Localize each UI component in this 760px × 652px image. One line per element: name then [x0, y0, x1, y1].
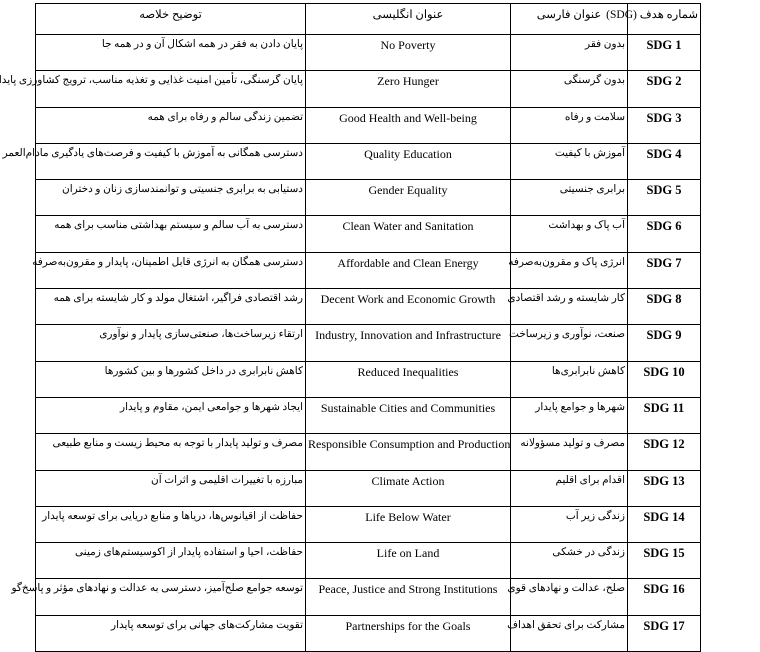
summary: حفاظت از اقیانوس‌ها، دریاها و منابع دریا… — [35, 505, 306, 544]
table-row: SDG 16 صلح، عدالت و نهادهای قوی Peace, Jus… — [11, 578, 701, 616]
summary: دسترسی همگان به انرژی قابل اطمینان، پاید… — [32, 251, 306, 290]
english-title: Reduced Inequalities — [305, 360, 511, 398]
english-title: Partnerships for the Goals — [305, 614, 511, 652]
summary: کاهش نابرابری در داخل کشورها و بین کشوره… — [35, 360, 306, 398]
persian-title: بدون فقر — [510, 33, 628, 72]
table-row: SDG 7 انرژی پاک و مقرون‌به‌صرفه Affordable… — [32, 251, 701, 290]
persian-title: انرژی پاک و مقرون‌به‌صرفه — [508, 251, 628, 290]
table-row: SDG 8 کار شایسته و رشد اقتصادی Decent Work… — [35, 288, 701, 326]
table-body: SDG 1 بدون فقر No Poverty پایان دادن به فقر… — [0, 33, 701, 652]
summary: توسعه جوامع صلح‌آمیز، دسترسی به عدالت و … — [11, 578, 306, 616]
sdg-number: SDG 13 — [627, 469, 701, 507]
summary: مصرف و تولید پایدار با توجه به محیط زیست… — [35, 433, 306, 471]
sdg-number: SDG 2 — [627, 70, 701, 108]
sdg-number: SDG 9 — [627, 324, 701, 362]
persian-title: بدون گرسنگی — [510, 70, 628, 108]
sdg-number: SDG 17 — [627, 614, 701, 652]
sdg-number: SDG 7 — [627, 251, 701, 290]
english-title: Zero Hunger — [305, 70, 511, 108]
persian-title: صنعت، نوآوری و زیرساخت — [509, 324, 628, 362]
table-row: SDG 13 اقدام برای اقلیم Climate Action مبار… — [35, 469, 701, 507]
persian-title: مصرف و تولید مسؤولانه — [510, 433, 628, 471]
table-row: SDG 10 کاهش نابرابری‌ها Reduced Inequaliti… — [35, 360, 701, 398]
sdg-number: SDG 11 — [627, 396, 701, 435]
persian-title: صلح، عدالت و نهادهای قوی — [507, 578, 628, 616]
sdg-number: SDG 16 — [627, 578, 701, 616]
table-row: SDG 6 آب پاک و بهداشت Clean Water and Sani… — [35, 215, 701, 253]
summary: دستیابی به برابری جنسیتی و توانمندسازی ز… — [35, 179, 306, 217]
english-title: Life on Land — [305, 542, 511, 580]
table-row: SDG 1 بدون فقر No Poverty پایان دادن به فقر… — [35, 33, 701, 72]
sdg-number: SDG 6 — [627, 215, 701, 253]
header-cell: عنوان فارسی — [510, 3, 628, 35]
summary: ایجاد شهرها و جوامعی ایمن، مقاوم و پایدا… — [35, 396, 306, 435]
sdg-number: SDG 1 — [627, 33, 701, 72]
english-title: Climate Action — [305, 469, 511, 507]
summary: مبارزه با تغییرات اقلیمی و اثرات آن — [35, 469, 306, 507]
sdg-number: SDG 15 — [627, 542, 701, 580]
sdg-table: شماره هدف (SDG) عنوان فارسی عنوان انگلیسی ت… — [0, 3, 701, 652]
english-title: Good Health and Well-being — [305, 106, 511, 144]
sdg-number: SDG 8 — [627, 288, 701, 326]
summary: پایان گرسنگی، تأمین امنیت غذایی و تغذیه … — [0, 70, 306, 108]
english-title: No Poverty — [305, 33, 511, 72]
table-row: SDG 17 مشارکت برای تحقق اهداف Partnerships… — [35, 614, 701, 652]
persian-title: سلامت و رفاه — [510, 106, 628, 144]
english-title: Quality Education — [305, 142, 511, 181]
persian-title: زندگی در خشکی — [510, 542, 628, 580]
table-row: SDG 11 شهرها و جوامع پایدار Sustainable Ci… — [35, 396, 701, 435]
table-row: SDG 12 مصرف و تولید مسؤولانه Responsible C… — [35, 433, 701, 471]
persian-title: مشارکت برای تحقق اهداف — [507, 614, 628, 652]
sdg-number: SDG 5 — [627, 179, 701, 217]
table-row: SDG 14 زندگی زیر آب Life Below Water حفاظت … — [35, 505, 701, 544]
header-cell: شماره هدف (SDG) — [606, 3, 701, 35]
summary: دسترسی به آب سالم و سیستم بهداشتی مناسب … — [35, 215, 306, 253]
table-row: SDG 2 بدون گرسنگی Zero Hunger پایان گرسنگی،… — [0, 70, 701, 108]
table-row: SDG 3 سلامت و رفاه Good Health and Well-be… — [35, 106, 701, 144]
english-title: Gender Equality — [305, 179, 511, 217]
table-row: SDG 15 زندگی در خشکی Life on Land حفاظت، اح… — [35, 542, 701, 580]
persian-title: شهرها و جوامع پایدار — [510, 396, 628, 435]
english-title: Affordable and Clean Energy — [305, 251, 511, 290]
english-title: Responsible Consumption and Production — [305, 433, 511, 471]
persian-title: آموزش با کیفیت — [510, 142, 628, 181]
summary: ارتقاء زیرساخت‌ها، صنعتی‌سازی پایدار و ن… — [35, 324, 306, 362]
sdg-number: SDG 12 — [627, 433, 701, 471]
english-title: Sustainable Cities and Communities — [305, 396, 511, 435]
persian-title: آب پاک و بهداشت — [510, 215, 628, 253]
sdg-number: SDG 10 — [627, 360, 701, 398]
persian-title: برابری جنسیتی — [510, 179, 628, 217]
summary: حفاظت، احیا و استفاده پایدار از اکوسیستم… — [35, 542, 306, 580]
summary: پایان دادن به فقر در همه اشکال آن و در ه… — [35, 33, 306, 72]
header-cell: عنوان انگلیسی — [305, 3, 511, 35]
english-title: Decent Work and Economic Growth — [305, 288, 511, 326]
summary: تقویت مشارکت‌های جهانی برای توسعه پایدار — [35, 614, 306, 652]
summary: رشد اقتصادی فراگیر، اشتغال مولد و کار شا… — [35, 288, 306, 326]
header-row: شماره هدف (SDG) عنوان فارسی عنوان انگلیسی ت… — [35, 3, 701, 35]
summary: تضمین زندگی سالم و رفاه برای همه — [35, 106, 306, 144]
persian-title: اقدام برای اقلیم — [510, 469, 628, 507]
sdg-number: SDG 14 — [627, 505, 701, 544]
sdg-number: SDG 3 — [627, 106, 701, 144]
english-title: Clean Water and Sanitation — [305, 215, 511, 253]
header-cell: توضیح خلاصه — [35, 3, 306, 35]
english-title: Peace, Justice and Strong Institutions — [305, 578, 511, 616]
persian-title: کاهش نابرابری‌ها — [510, 360, 628, 398]
summary: دسترسی همگانی به آموزش با کیفیت و فرصت‌ه… — [3, 142, 306, 181]
persian-title: زندگی زیر آب — [510, 505, 628, 544]
table-row: SDG 5 برابری جنسیتی Gender Equality دستیابی… — [35, 179, 701, 217]
english-title: Industry, Innovation and Infrastructure — [305, 324, 511, 362]
table-row: SDG 4 آموزش با کیفیت Quality Education دستر… — [3, 142, 701, 181]
table-row: SDG 9 صنعت، نوآوری و زیرساخت Industry, Inn… — [35, 324, 701, 362]
persian-title: کار شایسته و رشد اقتصادی — [507, 288, 628, 326]
english-title: Life Below Water — [305, 505, 511, 544]
sdg-number: SDG 4 — [627, 142, 701, 181]
